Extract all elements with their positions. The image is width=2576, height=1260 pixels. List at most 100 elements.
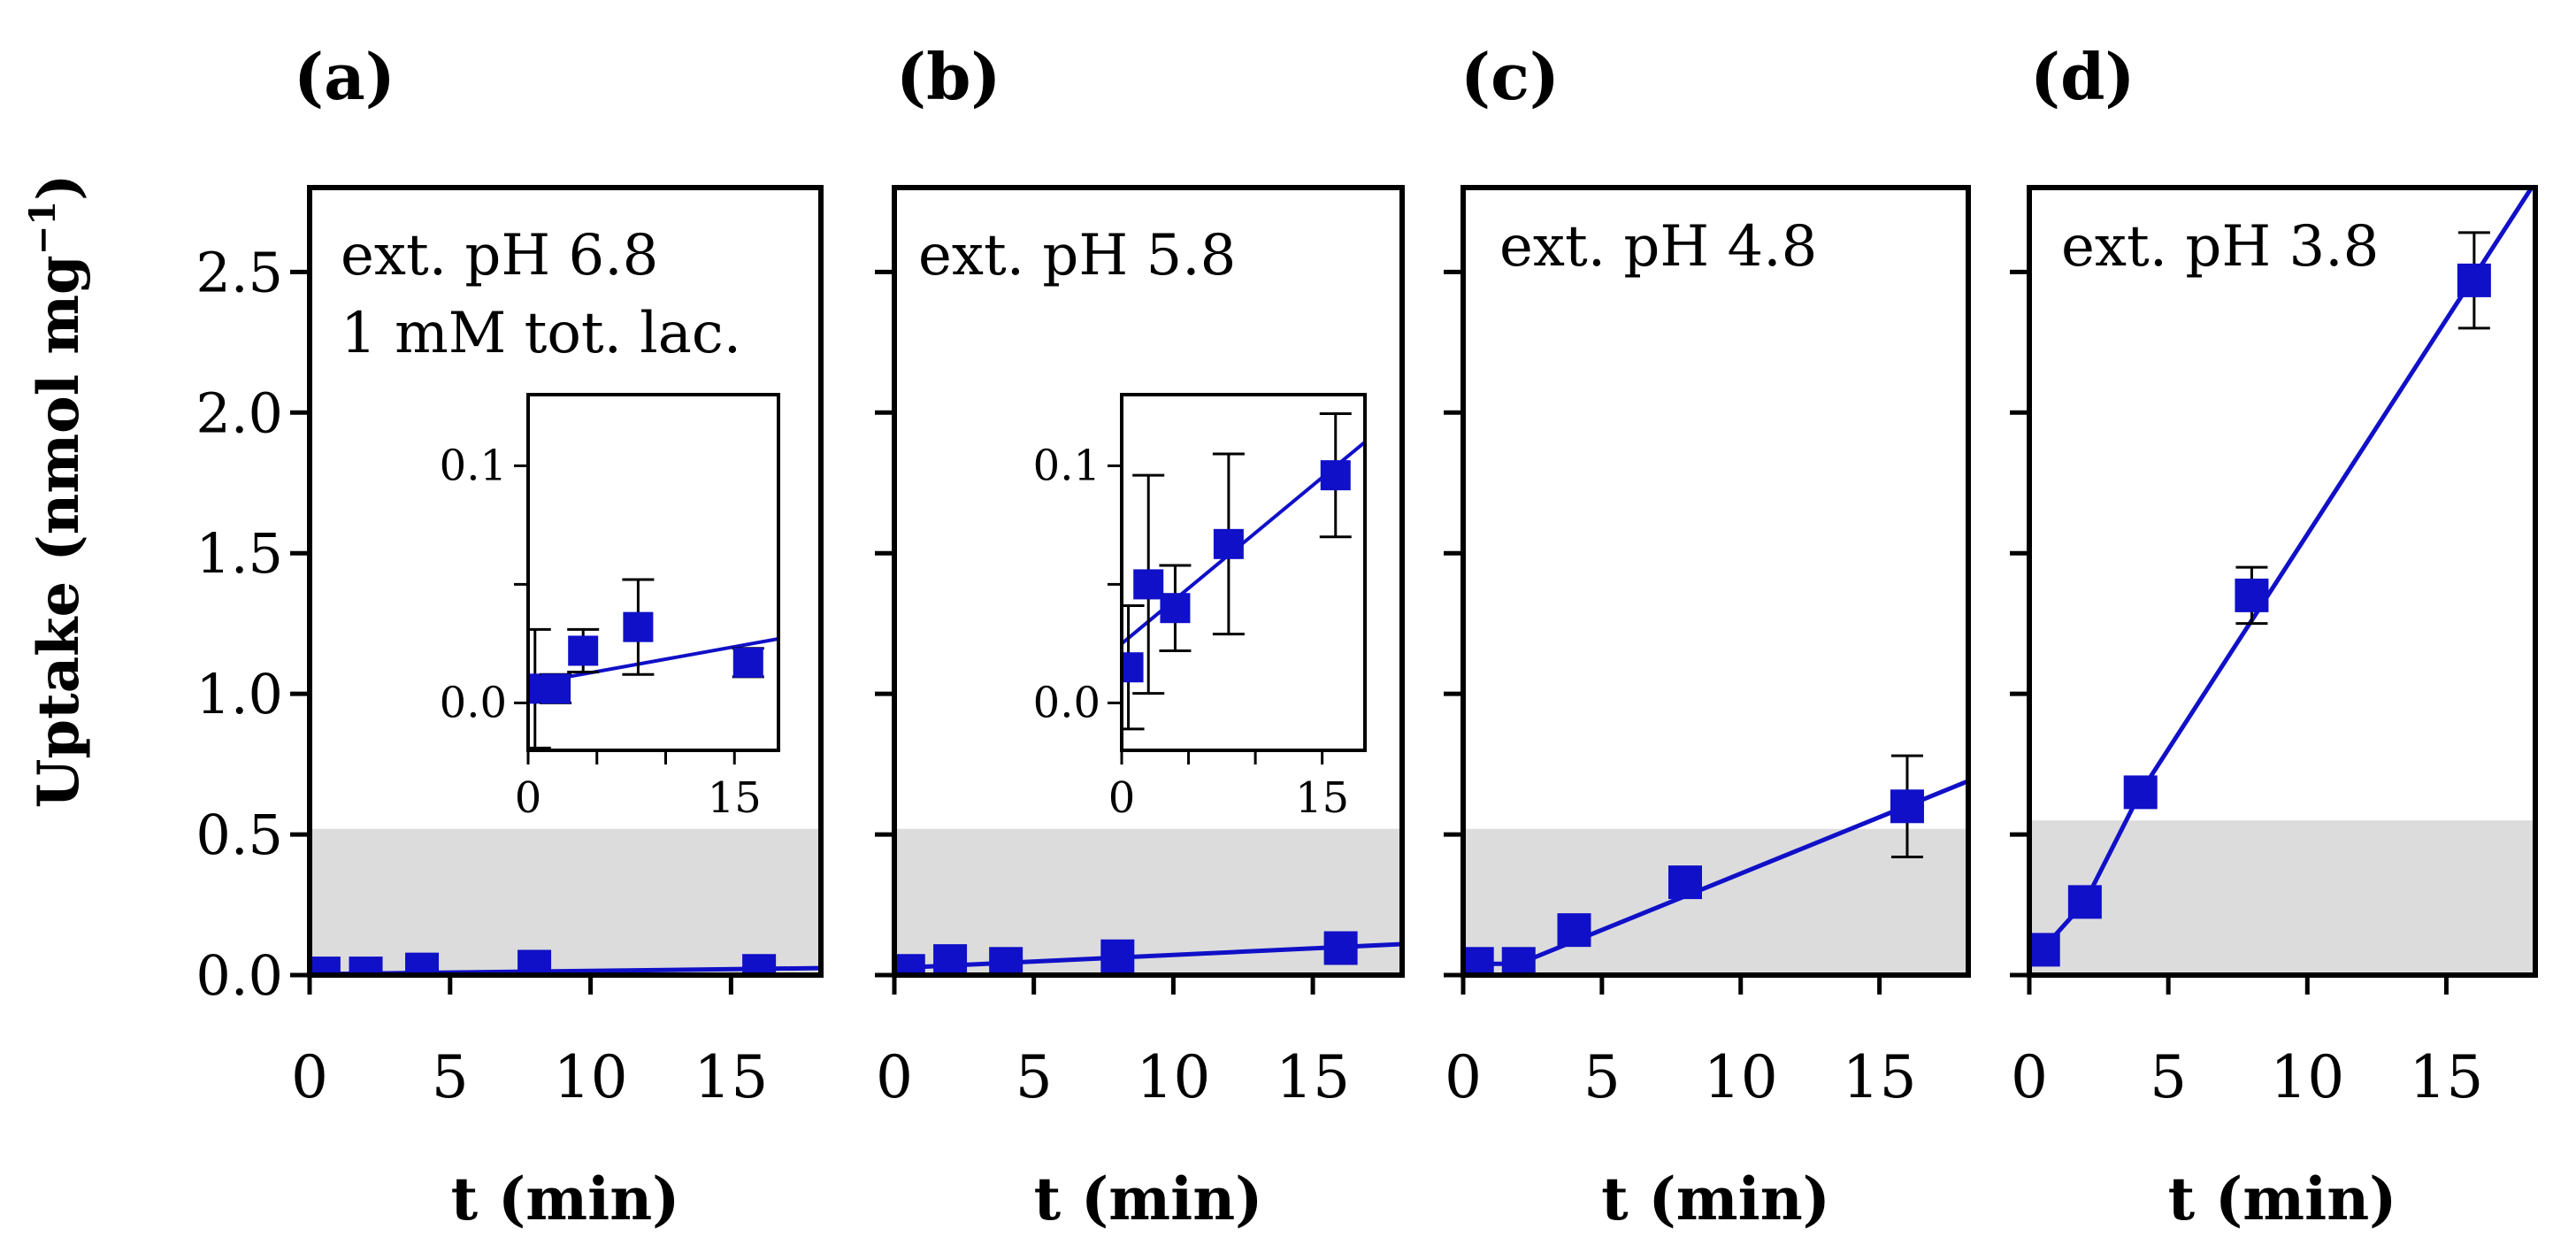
inset-y-tick-label: 0.1 — [1033, 441, 1100, 490]
main-point-2 — [1557, 913, 1591, 948]
panels-group: (a) ext. pH 6.8 1 mM tot. lac. 0.0 0.5 1.0 1.5… — [196, 39, 2538, 1233]
main-point-1 — [933, 944, 968, 975]
inset-frame — [1120, 393, 1367, 752]
main-point-4 — [2457, 263, 2491, 297]
panel-c: (c) ext. pH 4.8 0 5 10 15t (min) — [1444, 39, 1971, 1233]
y-tick-label: 0.5 — [196, 803, 283, 867]
y-tick-label: 2.0 — [196, 380, 283, 445]
y-axis-title-sup: −1 — [22, 201, 64, 255]
inset: 0.0 0.1 0 15 — [1033, 393, 1367, 823]
panel-label: (d) — [2030, 39, 2135, 114]
x-tick-label: 15 — [2409, 1043, 2483, 1111]
panel-frame — [1460, 185, 1971, 978]
main-point-1 — [349, 957, 383, 975]
panel-frame — [2027, 185, 2538, 978]
panel-frame — [892, 185, 1405, 978]
inset-x-tick-label: 15 — [1295, 773, 1349, 823]
inset-x-tick-label: 0 — [1108, 773, 1136, 823]
x-tick-label: 10 — [554, 1043, 628, 1111]
x-tick-label: 15 — [1843, 1043, 1917, 1111]
y-axis-title-main: Uptake (nmol mg — [26, 255, 92, 808]
y-tick-label: 0.0 — [196, 943, 283, 1008]
y-tick-label: 1.5 — [196, 521, 283, 586]
inset-point-4 — [732, 647, 763, 678]
inset-point-1 — [540, 673, 571, 704]
y-tick-label: 2.5 — [196, 240, 283, 304]
x-axis-title: t (min) — [451, 1164, 680, 1233]
x-axis-title: t (min) — [1034, 1164, 1263, 1233]
inset-point-3 — [623, 611, 654, 642]
main-point-1 — [2067, 885, 2102, 919]
shaded-region — [1463, 828, 1968, 975]
inset-point-3 — [1213, 528, 1244, 559]
series-group — [1463, 754, 1968, 975]
main-point-2 — [2123, 775, 2158, 810]
shaded-region — [894, 828, 1402, 975]
main-point-2 — [405, 952, 440, 975]
main-point-3 — [2235, 578, 2269, 612]
panel-a: (a) ext. pH 6.8 1 mM tot. lac. 0.0 0.5 1.0 1.5… — [196, 39, 824, 1233]
main-point-3 — [518, 949, 552, 975]
inset-point-2 — [568, 635, 599, 666]
main-point-3 — [1100, 939, 1135, 973]
inset-point-1 — [1133, 569, 1164, 600]
panel-frame — [307, 185, 824, 978]
x-tick-label: 5 — [2150, 1043, 2187, 1111]
x-tick-label: 0 — [291, 1043, 328, 1111]
fit-line — [894, 941, 1402, 971]
fit-line — [2029, 188, 2534, 965]
inset-x-tick-label: 0 — [515, 773, 542, 823]
shaded-region — [310, 828, 821, 975]
inset-series-group — [1122, 411, 1365, 731]
y-axis-title-close: ) — [26, 174, 92, 201]
y-tick-label: 1.0 — [196, 662, 283, 726]
x-tick-label: 10 — [2270, 1043, 2344, 1111]
x-tick-label: 5 — [432, 1043, 469, 1111]
x-tick-label: 0 — [1445, 1043, 1482, 1111]
panel-annotation-line: ext. pH 4.8 — [1499, 214, 1817, 280]
inset-y-tick-label: 0.0 — [1033, 678, 1100, 727]
main-point-0 — [894, 954, 925, 975]
series-group — [894, 931, 1402, 975]
inset-y-tick-label: 0.0 — [440, 678, 507, 727]
panel-label: (c) — [1460, 39, 1560, 114]
main-point-1 — [1501, 947, 1536, 975]
inset-y-tick-label: 0.1 — [440, 441, 507, 490]
panel-label: (a) — [294, 39, 395, 114]
main-point-2 — [989, 947, 1024, 975]
main-point-0 — [310, 957, 341, 975]
main-point-4 — [1890, 789, 1924, 824]
x-tick-label: 15 — [1276, 1043, 1350, 1111]
x-axis-title: t (min) — [1601, 1164, 1830, 1233]
x-tick-label: 0 — [2011, 1043, 2048, 1111]
main-point-4 — [1323, 931, 1358, 965]
series-group — [2029, 188, 2534, 967]
x-tick-label: 15 — [694, 1043, 768, 1111]
inset: 0.0 0.1 0 15 — [440, 393, 780, 823]
x-tick-label: 10 — [1704, 1043, 1778, 1111]
inset-point-2 — [1160, 593, 1191, 624]
inset-x-tick-label: 15 — [708, 773, 762, 823]
panel-annotation-line: 1 mM tot. lac. — [341, 301, 741, 366]
main-point-4 — [742, 954, 777, 975]
inset-frame — [526, 393, 780, 752]
x-tick-label: 10 — [1136, 1043, 1210, 1111]
x-axis-title: t (min) — [2168, 1164, 2397, 1233]
panel-annotation-line: ext. pH 3.8 — [2061, 214, 2379, 280]
inset-point-0 — [1122, 652, 1144, 683]
inset-point-4 — [1320, 460, 1351, 491]
panel-d: (d) ext. pH 3.8 0 5 10 15t (min) — [2010, 39, 2538, 1233]
y-axis-title: Uptake (nmol mg−1) — [22, 174, 92, 809]
main-point-3 — [1668, 865, 1702, 900]
x-tick-label: 5 — [1583, 1043, 1621, 1111]
x-tick-label: 5 — [1016, 1043, 1053, 1111]
panel-label: (b) — [896, 39, 1000, 114]
panel-b: (b)ext. pH 5.80 5 10 15t (min)0.00.10 15 — [875, 39, 1405, 1233]
shaded-region — [2029, 820, 2535, 975]
panel-annotation-line: ext. pH 6.8 — [341, 223, 658, 288]
main-point-0 — [1463, 947, 1494, 975]
inset-series-group — [528, 578, 778, 749]
panel-annotation-line: ext. pH 5.8 — [918, 223, 1236, 288]
main-point-0 — [2029, 933, 2060, 967]
